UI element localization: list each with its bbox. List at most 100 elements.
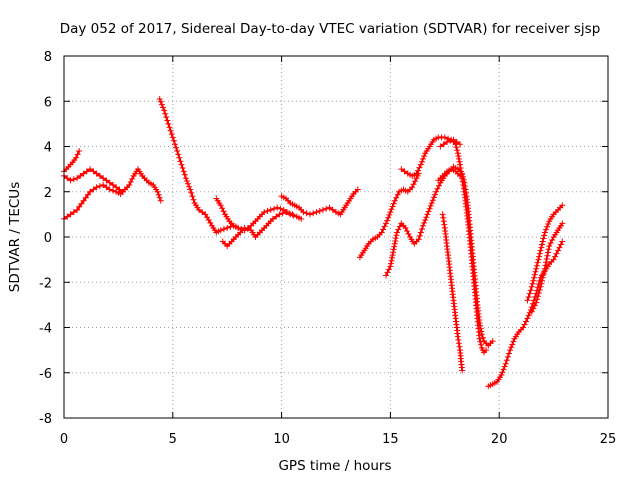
data-point <box>110 187 116 194</box>
data-point <box>507 347 514 354</box>
y-tick-label: -4 <box>39 322 52 337</box>
data-point <box>525 312 532 319</box>
data-point <box>168 131 175 138</box>
data-point <box>384 217 391 224</box>
data-point <box>460 185 467 192</box>
data-point <box>526 290 533 297</box>
y-tick-label: -6 <box>39 367 52 382</box>
data-point <box>173 144 180 151</box>
data-point <box>498 372 505 378</box>
data-point <box>156 194 163 201</box>
data-point <box>64 175 71 182</box>
y-tick-label: 2 <box>44 186 52 201</box>
data-point <box>508 344 515 351</box>
x-tick-label: 25 <box>600 432 617 447</box>
data-point <box>478 341 485 348</box>
data-point <box>417 161 424 168</box>
data-point <box>190 196 197 203</box>
data-point <box>476 335 483 342</box>
data-point <box>447 137 454 144</box>
data-point <box>387 209 394 216</box>
data-point <box>185 180 191 187</box>
data-point <box>401 168 408 175</box>
data-point <box>415 167 421 174</box>
data-point <box>80 170 87 177</box>
data-point <box>533 262 540 269</box>
data-point <box>279 210 286 217</box>
data-point <box>424 211 431 218</box>
x-tick-label: 15 <box>382 432 399 447</box>
data-point <box>74 175 81 182</box>
data-point <box>158 101 165 108</box>
data-point <box>390 200 397 207</box>
data-point <box>535 256 542 263</box>
data-point <box>174 148 181 154</box>
data-point <box>274 204 281 211</box>
data-point <box>459 367 466 374</box>
data-point <box>286 210 293 217</box>
data-point <box>545 221 552 227</box>
data-point <box>164 117 171 124</box>
data-point <box>402 224 409 231</box>
data-point <box>175 151 182 158</box>
data-point <box>383 272 389 279</box>
data-point <box>162 110 169 117</box>
data-point <box>87 166 94 173</box>
data-point <box>521 321 528 328</box>
data-point <box>106 186 113 193</box>
data-point <box>503 357 510 364</box>
data-point <box>383 220 389 227</box>
data-point <box>454 147 461 154</box>
data-point <box>306 211 313 218</box>
data-point <box>510 338 517 345</box>
y-tick-label: 4 <box>44 141 52 156</box>
data-point <box>391 197 398 204</box>
data-point <box>428 200 435 207</box>
data-point <box>188 189 195 196</box>
x-tick-label: 10 <box>273 432 290 447</box>
data-point <box>269 215 276 222</box>
data-point <box>381 223 388 230</box>
data-point <box>389 203 396 210</box>
data-point <box>441 134 448 141</box>
y-tick-label: 0 <box>44 231 52 246</box>
x-tick-label: 20 <box>491 432 508 447</box>
data-point <box>154 188 161 195</box>
data-point <box>539 274 546 281</box>
data-point <box>283 209 289 216</box>
data-point <box>90 186 97 193</box>
series-segment <box>219 209 296 250</box>
data-point <box>390 249 397 256</box>
data-point <box>536 250 543 257</box>
y-tick-label: 6 <box>44 95 52 110</box>
data-point <box>523 318 529 325</box>
data-point <box>187 186 194 193</box>
data-point <box>559 220 566 227</box>
data-point <box>103 177 110 184</box>
data-point <box>421 219 428 226</box>
data-point <box>539 238 546 245</box>
series-segment <box>213 195 305 234</box>
data-point <box>539 277 545 284</box>
data-point <box>504 353 511 360</box>
data-point <box>540 271 547 278</box>
data-point <box>404 228 411 234</box>
data-point <box>531 274 537 281</box>
data-point <box>195 206 202 213</box>
data-point <box>87 188 94 195</box>
data-point <box>541 232 548 239</box>
data-point <box>179 165 186 171</box>
data-point <box>323 205 330 212</box>
x-axis-label: GPS time / hours <box>278 458 391 474</box>
data-point <box>533 299 540 306</box>
data-point <box>180 168 187 175</box>
data-point <box>534 296 541 303</box>
series-segment <box>485 238 566 390</box>
data-point <box>106 179 113 186</box>
data-point <box>384 269 391 276</box>
data-point <box>437 143 444 150</box>
data-point <box>455 155 462 162</box>
data-point <box>426 205 433 212</box>
data-point <box>217 202 224 209</box>
data-point <box>455 340 462 347</box>
